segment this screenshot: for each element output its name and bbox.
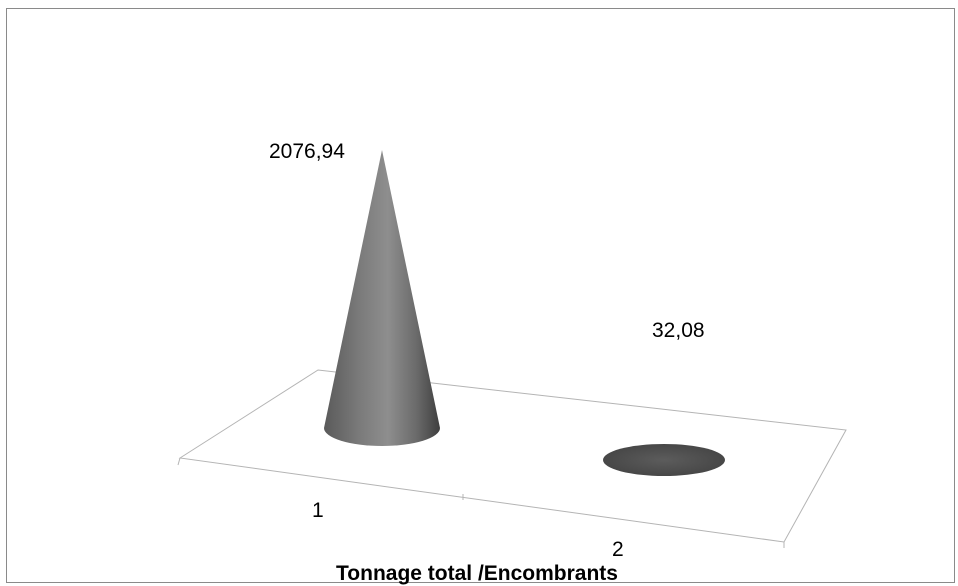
cone-body-1 (324, 150, 440, 446)
data-label-1: 2076,94 (269, 140, 345, 163)
chart-marks (324, 150, 725, 476)
category-label-1: 1 (312, 499, 324, 522)
data-label-2: 32,08 (652, 319, 705, 342)
cone-base-2 (603, 444, 725, 476)
chart-title: Tonnage total /Encombrants (336, 562, 618, 585)
floor-tick-left (177, 457, 181, 466)
cone-1 (324, 150, 440, 446)
floor-plane (178, 369, 847, 543)
category-label-2: 2 (612, 538, 624, 561)
cone-2 (603, 444, 725, 476)
chart-floor (177, 369, 847, 548)
